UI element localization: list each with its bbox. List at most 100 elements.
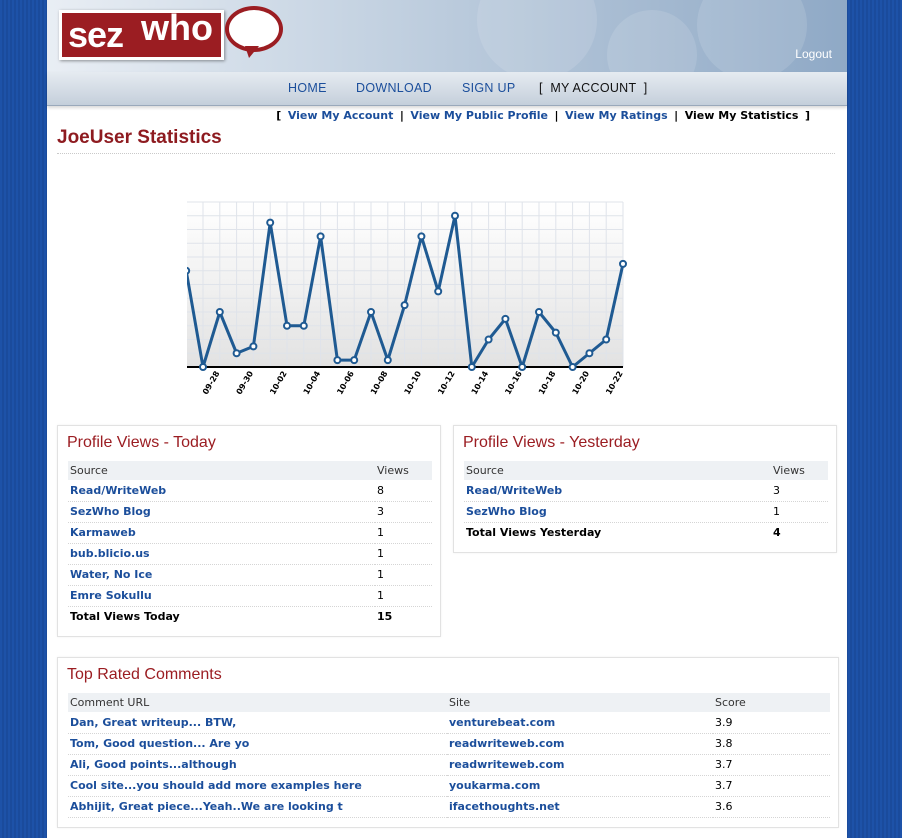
- data-point: [350, 356, 359, 365]
- data-point: [400, 301, 409, 310]
- site-link[interactable]: venturebeat.com: [447, 712, 713, 734]
- data-point: [333, 356, 342, 365]
- header-decoration: [477, 0, 597, 72]
- comment-link[interactable]: Abhijit, Great piece...Yeah..We are look…: [68, 796, 447, 818]
- table-row: Water, No Ice 1: [68, 564, 432, 586]
- data-point: [585, 349, 594, 358]
- data-point: [383, 356, 392, 365]
- views-count: 1: [375, 585, 432, 607]
- source-link[interactable]: bub.blicio.us: [68, 543, 375, 565]
- data-point: [568, 363, 577, 371]
- table-row: bub.blicio.us 1: [68, 543, 432, 565]
- view-my-ratings-link[interactable]: View My Ratings: [565, 109, 668, 122]
- table-header-row: Source Views: [464, 461, 828, 480]
- total-label: Total Views Yesterday: [466, 526, 602, 540]
- x-tick-label: 10-20: [571, 369, 592, 396]
- score-value: 3.7: [713, 754, 830, 776]
- logo-box: sez: [59, 10, 224, 60]
- panel-title: Profile Views - Today: [67, 434, 216, 451]
- logo-text-who: who: [141, 7, 213, 48]
- column-header-views: Views: [771, 461, 828, 480]
- data-point: [619, 259, 627, 268]
- site-link[interactable]: ifacethoughts.net: [447, 796, 713, 818]
- site-link[interactable]: youkarma.com: [447, 775, 713, 797]
- column-header-views: Views: [375, 461, 432, 480]
- site-link[interactable]: readwriteweb.com: [447, 754, 713, 776]
- logout-link[interactable]: Logout: [795, 47, 832, 61]
- total-row: Total Views Yesterday 4: [464, 522, 828, 543]
- table-row: Dan, Great writeup... BTW, venturebeat.co…: [68, 712, 830, 734]
- total-label: Total Views Today: [70, 610, 180, 624]
- source-link[interactable]: Karmaweb: [68, 522, 375, 544]
- nav-home[interactable]: HOME: [288, 81, 327, 95]
- comment-link[interactable]: Cool site...you should add more examples…: [68, 775, 447, 797]
- data-point: [484, 335, 493, 344]
- data-point: [434, 287, 443, 296]
- source-link[interactable]: Read/WriteWeb: [464, 480, 771, 502]
- header-decoration: [697, 0, 807, 72]
- data-point: [199, 363, 207, 371]
- comment-link[interactable]: Ali, Good points...although: [68, 754, 447, 776]
- total-value: 15: [377, 610, 393, 624]
- views-line-chart: 0612182409-2209-2409-2609-2809-3010-0210…: [187, 201, 627, 397]
- data-point: [535, 308, 543, 316]
- x-tick-label: 10-22: [604, 370, 625, 397]
- page-title: JoeUser Statistics: [57, 127, 835, 154]
- data-point: [316, 232, 325, 241]
- views-count: 1: [771, 501, 828, 523]
- views-count: 3: [771, 480, 828, 502]
- source-link[interactable]: SezWho Blog: [68, 501, 375, 523]
- source-link[interactable]: Water, No Ice: [68, 564, 375, 586]
- x-tick-label: 09-30: [235, 369, 256, 396]
- separator: |: [674, 109, 679, 122]
- sezwho-logo[interactable]: sez who: [47, 0, 297, 70]
- data-point: [215, 308, 224, 316]
- site-link[interactable]: readwriteweb.com: [447, 733, 713, 755]
- views-count: 1: [375, 543, 432, 565]
- column-header-source: Source: [464, 461, 771, 480]
- table-row: Emre Sokullu 1: [68, 585, 432, 607]
- table-row: SezWho Blog 3: [68, 501, 432, 523]
- table-row: Cool site...you should add more examples…: [68, 775, 830, 797]
- table-row: Karmaweb 1: [68, 522, 432, 544]
- table-row: Read/WriteWeb 3: [464, 480, 828, 502]
- top-rated-comments-panel: Top Rated Comments Comment URL Site Scor…: [57, 657, 839, 828]
- x-tick-label: 10-18: [537, 369, 558, 396]
- comment-link[interactable]: Tom, Good question... Are yo: [68, 733, 447, 755]
- source-link[interactable]: SezWho Blog: [464, 501, 771, 523]
- data-point: [232, 349, 241, 358]
- x-tick-label: 10-02: [268, 370, 289, 397]
- view-my-account-link[interactable]: View My Account: [287, 109, 394, 122]
- view-public-profile-link[interactable]: View My Public Profile: [410, 109, 548, 122]
- table-row: Abhijit, Great piece...Yeah..We are look…: [68, 796, 830, 818]
- data-point: [518, 363, 527, 371]
- today-table: Source Views Read/WriteWeb 8 SezWho Blog 3 K…: [68, 461, 432, 627]
- column-header-site: Site: [447, 693, 713, 712]
- data-point: [283, 321, 291, 330]
- data-point: [467, 363, 476, 371]
- source-link[interactable]: Read/WriteWeb: [68, 480, 375, 502]
- nav-download[interactable]: DOWNLOAD: [356, 81, 433, 95]
- data-point: [367, 308, 375, 316]
- header: sez who Logout: [47, 0, 847, 72]
- nav-my-account[interactable]: [ MY ACCOUNT ]: [539, 81, 648, 95]
- x-tick-label: 10-14: [470, 369, 491, 396]
- comment-link[interactable]: Dan, Great writeup... BTW,: [68, 712, 447, 734]
- yesterday-table: Source Views Read/WriteWeb 3 SezWho Blog 1 T…: [464, 461, 828, 543]
- table-row: Read/WriteWeb 8: [68, 480, 432, 502]
- page-container: sez who Logout HOME DOWNLOAD SIGN UP [ M…: [47, 0, 847, 838]
- table-header-row: Source Views: [68, 461, 432, 480]
- account-subnav: [ View My Account | View My Public Profi…: [273, 109, 813, 122]
- views-count: 8: [375, 480, 432, 502]
- data-point: [187, 266, 191, 275]
- header-decoration: [607, 10, 697, 72]
- score-value: 3.7: [713, 775, 830, 797]
- views-count: 3: [375, 501, 432, 523]
- total-value: 4: [773, 526, 781, 540]
- x-tick-label: 09-28: [201, 369, 222, 396]
- nav-sign-up[interactable]: SIGN UP: [462, 81, 516, 95]
- x-tick-label: 10-10: [403, 369, 424, 396]
- data-point: [451, 211, 459, 220]
- source-link[interactable]: Emre Sokullu: [68, 585, 375, 607]
- x-tick-label: 10-08: [369, 369, 390, 396]
